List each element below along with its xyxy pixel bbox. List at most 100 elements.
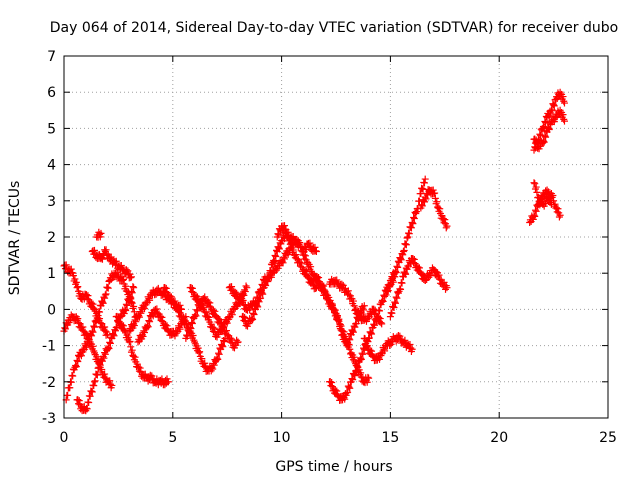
data-point-marker	[141, 305, 149, 313]
data-point-marker	[275, 245, 283, 253]
series-t24	[421, 264, 451, 293]
data-point-marker	[126, 337, 134, 345]
data-point-marker	[249, 309, 257, 317]
data-point-marker	[249, 316, 257, 324]
data-point-marker	[69, 372, 77, 380]
data-point-marker	[376, 355, 384, 363]
data-point-marker	[94, 312, 102, 320]
data-point-marker	[391, 298, 399, 306]
data-point-marker	[333, 276, 341, 284]
data-point-marker	[281, 255, 289, 263]
data-point-marker	[537, 131, 545, 139]
data-point-marker	[234, 338, 242, 346]
data-point-marker	[403, 234, 411, 242]
data-point-marker	[98, 357, 106, 365]
data-point-marker	[368, 330, 376, 338]
series-t18	[325, 275, 386, 328]
data-point-marker	[135, 313, 143, 321]
data-point-marker	[253, 302, 261, 310]
data-point-marker	[539, 137, 547, 145]
data-point-marker	[402, 270, 410, 278]
series-t25	[530, 88, 568, 154]
data-point-marker	[397, 285, 405, 293]
data-point-marker	[536, 201, 544, 209]
data-point-marker	[532, 183, 540, 191]
data-point-marker	[96, 315, 104, 323]
data-point-marker	[363, 342, 371, 350]
data-point-marker	[220, 338, 228, 346]
data-point-marker	[228, 283, 236, 291]
data-point-marker	[350, 353, 358, 361]
data-point-marker	[531, 212, 539, 220]
data-point-marker	[90, 382, 98, 390]
data-point-marker	[407, 224, 415, 232]
x-tick-label: 0	[60, 430, 69, 446]
data-point-marker	[301, 267, 309, 275]
data-point-marker	[117, 261, 125, 269]
y-tick-label: -2	[42, 375, 56, 391]
data-point-marker	[167, 293, 175, 301]
data-point-marker	[254, 303, 262, 311]
data-point-marker	[550, 118, 558, 126]
data-point-marker	[320, 282, 328, 290]
data-point-marker	[353, 362, 361, 370]
y-tick-label: 6	[47, 85, 56, 101]
data-point-marker	[330, 305, 338, 313]
data-point-marker	[248, 314, 256, 322]
data-point-marker	[418, 202, 426, 210]
data-point-marker	[90, 378, 98, 386]
data-point-marker	[96, 319, 104, 327]
series-t4	[73, 283, 138, 415]
data-point-marker	[344, 388, 352, 396]
data-point-marker	[89, 300, 97, 308]
data-point-marker	[545, 124, 553, 132]
data-point-marker	[318, 281, 326, 289]
data-point-marker	[554, 205, 562, 213]
data-point-marker	[122, 282, 130, 290]
data-point-marker	[381, 292, 389, 300]
data-point-marker	[111, 327, 119, 335]
data-point-marker	[420, 198, 428, 206]
data-point-marker	[338, 280, 346, 288]
data-point-marker	[239, 296, 247, 304]
data-point-marker	[415, 264, 423, 272]
data-point-marker	[130, 352, 138, 360]
data-point-marker	[302, 252, 310, 260]
data-point-marker	[90, 304, 98, 312]
data-point-marker	[307, 263, 315, 271]
data-point-marker	[189, 331, 197, 339]
data-point-marker	[328, 302, 336, 310]
data-point-marker	[341, 395, 349, 403]
data-point-marker	[122, 306, 130, 314]
data-point-marker	[391, 267, 399, 275]
data-point-marker	[281, 222, 289, 230]
data-point-marker	[545, 125, 553, 133]
data-point-marker	[393, 262, 401, 270]
data-point-marker	[349, 376, 357, 384]
y-axis-ticks: -3 -2 -1 0 1 2 3 4 5 6 7	[42, 49, 608, 427]
data-point-marker	[153, 305, 161, 313]
data-point-marker	[144, 323, 152, 331]
data-point-marker	[129, 283, 137, 291]
series-t7	[112, 312, 172, 389]
data-point-marker	[77, 352, 85, 360]
data-point-marker	[121, 305, 129, 313]
data-point-marker	[113, 312, 121, 320]
data-point-marker	[391, 299, 399, 307]
data-point-marker	[79, 323, 87, 331]
data-point-marker	[287, 239, 295, 247]
data-point-marker	[104, 343, 112, 351]
data-point-marker	[84, 292, 92, 300]
data-point-marker	[392, 268, 400, 276]
data-point-marker	[373, 317, 381, 325]
data-point-marker	[542, 133, 550, 141]
series-t19	[325, 273, 399, 404]
data-point-marker	[133, 360, 141, 368]
data-point-marker	[108, 381, 116, 389]
data-point-marker	[540, 138, 548, 146]
data-point-marker	[331, 386, 339, 394]
data-point-marker	[90, 246, 98, 254]
data-point-marker	[386, 282, 394, 290]
data-point-marker	[127, 273, 135, 281]
